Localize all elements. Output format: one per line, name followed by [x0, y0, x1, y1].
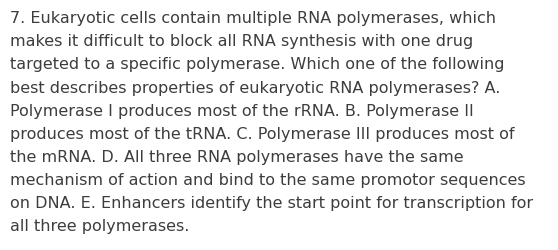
Text: the mRNA. D. All three RNA polymerases have the same: the mRNA. D. All three RNA polymerases h…: [10, 149, 464, 164]
Text: on DNA. E. Enhancers identify the start point for transcription for: on DNA. E. Enhancers identify the start …: [10, 195, 533, 210]
Text: best describes properties of eukaryotic RNA polymerases? A.: best describes properties of eukaryotic …: [10, 80, 501, 95]
Text: targeted to a specific polymerase. Which one of the following: targeted to a specific polymerase. Which…: [10, 57, 504, 72]
Text: makes it difficult to block all RNA synthesis with one drug: makes it difficult to block all RNA synt…: [10, 34, 473, 49]
Text: Polymerase I produces most of the rRNA. B. Polymerase II: Polymerase I produces most of the rRNA. …: [10, 103, 474, 118]
Text: mechanism of action and bind to the same promotor sequences: mechanism of action and bind to the same…: [10, 172, 526, 187]
Text: produces most of the tRNA. C. Polymerase III produces most of: produces most of the tRNA. C. Polymerase…: [10, 126, 514, 141]
Text: 7. Eukaryotic cells contain multiple RNA polymerases, which: 7. Eukaryotic cells contain multiple RNA…: [10, 11, 496, 26]
Text: all three polymerases.: all three polymerases.: [10, 218, 189, 233]
